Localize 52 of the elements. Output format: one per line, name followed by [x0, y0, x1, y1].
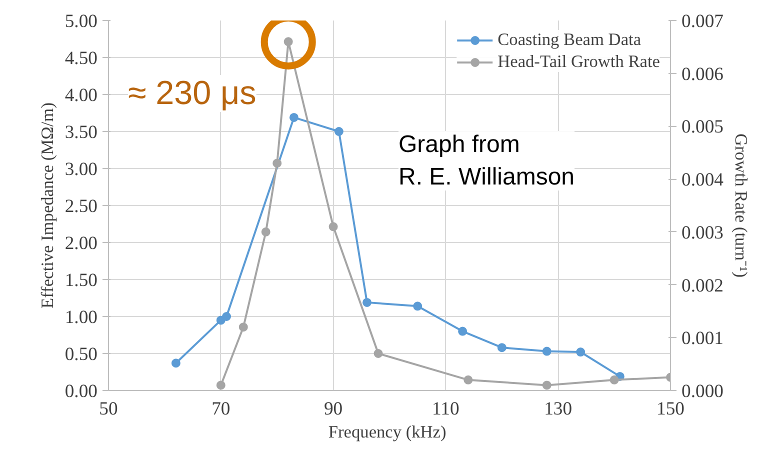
- x-tick-label: 50: [99, 398, 118, 420]
- y-tick-label: 0.00: [64, 381, 98, 402]
- point: [261, 227, 270, 236]
- y-tick-label: 0.50: [64, 344, 98, 365]
- x-tick-label: 130: [544, 398, 572, 420]
- y2-tick-label: 0.006: [682, 64, 724, 85]
- y-tick-label: 3.50: [64, 122, 98, 143]
- y-tick-label: 2.00: [64, 233, 98, 254]
- point: [238, 322, 248, 332]
- x-tick-label: 110: [432, 398, 460, 420]
- y2-tick-label: 0.000: [682, 381, 724, 402]
- y2-tick-label: 0.005: [682, 116, 724, 138]
- x-tick-label: 150: [656, 398, 684, 420]
- point: [272, 158, 282, 168]
- y2-tick-label: 0.002: [682, 275, 724, 296]
- y-tick-label: 4.00: [64, 85, 98, 106]
- point: [458, 326, 468, 336]
- y-tick-label: 1.00: [64, 307, 98, 328]
- point: [328, 222, 338, 232]
- y2-tick-label: 0.004: [682, 170, 724, 191]
- annotation: ≈ 230 μs: [128, 74, 256, 112]
- x-tick-label: 70: [212, 398, 230, 420]
- y2-tick-label: 0.007: [682, 11, 724, 32]
- point: [289, 112, 298, 122]
- point: [610, 375, 619, 384]
- point: [284, 37, 293, 46]
- y2-tick-label: 0.001: [682, 328, 724, 350]
- y-axis-title: Effective Impedance (MΩ/m): [38, 102, 57, 308]
- legend-label: Coasting Beam Data: [498, 30, 642, 50]
- point: [374, 349, 383, 358]
- point: [542, 380, 552, 390]
- y-tick-label: 3.00: [64, 159, 98, 180]
- x-tick-label: 90: [324, 398, 343, 420]
- point: [216, 380, 226, 390]
- y-tick-label: 1.50: [64, 270, 98, 291]
- y-tick-label: 2.50: [64, 196, 98, 217]
- point: [497, 343, 506, 352]
- point: [542, 346, 552, 356]
- point: [464, 375, 473, 384]
- annotation: Graph from R. E. Williamson: [398, 131, 575, 190]
- point: [413, 302, 422, 311]
- y2-axis-title: Growth Rate (turn⁻¹): [731, 133, 750, 278]
- point: [362, 298, 372, 307]
- point: [334, 127, 344, 136]
- x-axis-title: Frequency (kHz): [328, 422, 447, 442]
- y2-tick-label: 0.003: [682, 222, 724, 244]
- point: [222, 312, 232, 321]
- point: [171, 358, 180, 368]
- y-tick-label: 5.00: [64, 11, 98, 32]
- y-tick-label: 4.50: [64, 48, 98, 69]
- legend-label: Head-Tail Growth Rate: [498, 52, 660, 72]
- point: [576, 348, 586, 357]
